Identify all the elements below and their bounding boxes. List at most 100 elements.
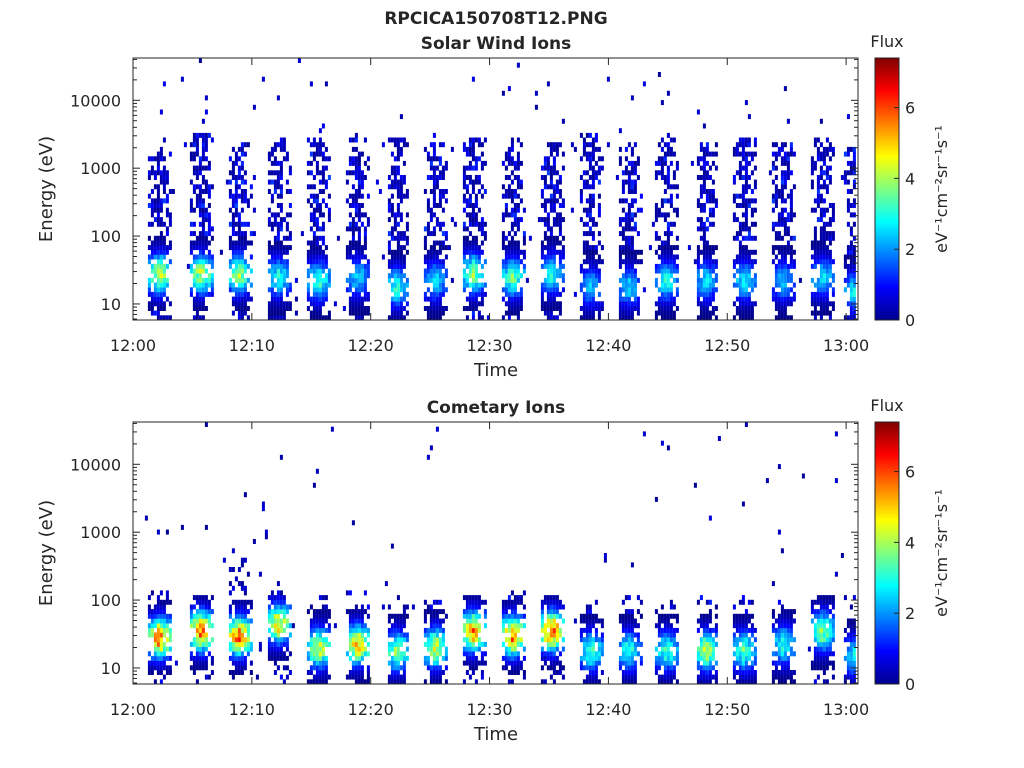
spectrogram-cell bbox=[468, 146, 472, 152]
spectrogram-cell bbox=[735, 268, 739, 274]
spectrogram-cell bbox=[582, 142, 586, 148]
spectrogram-cell bbox=[792, 291, 796, 297]
spectrogram-cell bbox=[624, 212, 628, 218]
spectrogram-cell bbox=[444, 273, 448, 279]
spectrogram-cell bbox=[471, 641, 475, 647]
spectrogram-cell bbox=[279, 268, 283, 274]
spectrogram-cell bbox=[204, 632, 208, 638]
spectrogram-cell bbox=[750, 170, 754, 176]
spectrogram-cell bbox=[396, 235, 400, 241]
spectrogram-cell bbox=[162, 254, 166, 260]
spectrogram-cell bbox=[234, 151, 238, 157]
spectrogram-cell bbox=[168, 618, 172, 624]
spectrogram-cell bbox=[699, 618, 703, 624]
spectrogram-cell bbox=[279, 604, 283, 610]
spectrogram-cell bbox=[354, 315, 358, 321]
spectrogram-cell bbox=[309, 296, 313, 302]
spectrogram-cell bbox=[351, 137, 355, 143]
spectrogram-cell bbox=[312, 310, 316, 316]
spectrogram-cell bbox=[162, 268, 166, 274]
spectrogram-cell bbox=[273, 268, 277, 274]
spectrogram-cell bbox=[363, 291, 367, 297]
spectrogram-cell bbox=[159, 170, 163, 176]
spectrogram-cell bbox=[351, 240, 355, 246]
spectrogram-cell bbox=[597, 660, 601, 666]
spectrogram-cell bbox=[432, 273, 436, 279]
spectrogram-cell bbox=[783, 151, 787, 157]
spectrogram-cell bbox=[585, 156, 589, 162]
spectrogram-cell bbox=[501, 268, 505, 274]
spectrogram-cell bbox=[630, 301, 634, 307]
spectrogram-cell bbox=[426, 226, 430, 232]
spectrogram-cell bbox=[429, 674, 433, 680]
spectrogram-cell bbox=[267, 637, 271, 643]
spectrogram-cell bbox=[750, 235, 754, 241]
spectrogram-cell bbox=[828, 240, 832, 246]
spectrogram-cell bbox=[267, 310, 271, 316]
spectrogram-cell bbox=[627, 245, 631, 251]
spectrogram-cell bbox=[741, 245, 745, 251]
spectrogram-cell bbox=[357, 296, 361, 302]
spectrogram-cell bbox=[555, 641, 559, 647]
spectrogram-cell bbox=[660, 287, 664, 293]
spectrogram-cell bbox=[465, 198, 469, 204]
spectrogram-cell bbox=[630, 310, 634, 316]
spectrogram-cell bbox=[327, 623, 331, 629]
spectrogram-cell bbox=[198, 315, 202, 321]
spectrogram-cell bbox=[237, 646, 241, 652]
spectrogram-cell bbox=[813, 137, 817, 143]
spectrogram-cell bbox=[474, 254, 478, 260]
spectrogram-cell bbox=[237, 240, 241, 246]
spectrogram-cell bbox=[744, 259, 748, 265]
spectrogram-cell bbox=[321, 315, 325, 321]
spectrogram-cell bbox=[468, 674, 472, 680]
spectrogram-cell bbox=[237, 627, 241, 633]
spectrogram-cell bbox=[282, 146, 286, 152]
spectrogram-cell bbox=[636, 160, 640, 166]
spectrogram-cell bbox=[825, 301, 829, 307]
spectrogram-cell bbox=[357, 263, 361, 269]
spectrogram-cell bbox=[195, 679, 199, 685]
spectrogram-cell bbox=[546, 273, 550, 279]
spectrogram-cell bbox=[351, 632, 355, 638]
spectrogram-cell bbox=[702, 665, 706, 671]
spectrogram-cell bbox=[780, 315, 784, 321]
spectrogram-cell bbox=[201, 132, 205, 138]
spectrogram-cell bbox=[816, 146, 820, 152]
spectrogram-cell bbox=[291, 623, 295, 629]
spectrogram-cell bbox=[501, 623, 505, 629]
spectrogram-cell bbox=[630, 212, 634, 218]
spectrogram-cell bbox=[270, 646, 274, 652]
spectrogram-cell bbox=[462, 627, 466, 633]
spectrogram-cell bbox=[231, 296, 235, 302]
spectrogram-cell bbox=[153, 637, 157, 643]
spectrogram-cell bbox=[315, 613, 319, 619]
spectrogram-cell bbox=[705, 679, 709, 685]
spectrogram-cell bbox=[357, 254, 361, 260]
spectrogram-cell bbox=[852, 179, 856, 185]
spectrogram-cell bbox=[669, 660, 673, 666]
spectrogram-cell bbox=[210, 263, 214, 269]
spectrogram-cell bbox=[240, 632, 244, 638]
spectrogram-cell bbox=[825, 175, 829, 180]
spectrogram-cell bbox=[189, 179, 193, 185]
spectrogram-cell bbox=[663, 254, 667, 260]
spectrogram-cell bbox=[663, 296, 667, 302]
spectrogram-cell bbox=[195, 240, 199, 246]
spectrogram-cell bbox=[669, 296, 673, 302]
spectrogram-cell bbox=[513, 254, 517, 260]
spectrogram-cell bbox=[471, 273, 475, 279]
spectrogram-cell bbox=[201, 655, 205, 661]
spectrogram-cell bbox=[267, 651, 271, 657]
spectrogram-cell bbox=[549, 627, 553, 633]
spectrogram-cell bbox=[243, 142, 247, 148]
spectrogram-cell bbox=[318, 207, 322, 213]
spectrogram-cell bbox=[399, 655, 403, 661]
spectrogram-cell bbox=[441, 193, 445, 199]
spectrogram-cell bbox=[282, 273, 286, 279]
spectrogram-cell bbox=[510, 156, 514, 162]
spectrogram-cell bbox=[627, 254, 631, 260]
spectrogram-cell bbox=[318, 618, 322, 624]
spectrogram-cell bbox=[669, 291, 673, 297]
spectrogram-cell bbox=[168, 240, 172, 246]
